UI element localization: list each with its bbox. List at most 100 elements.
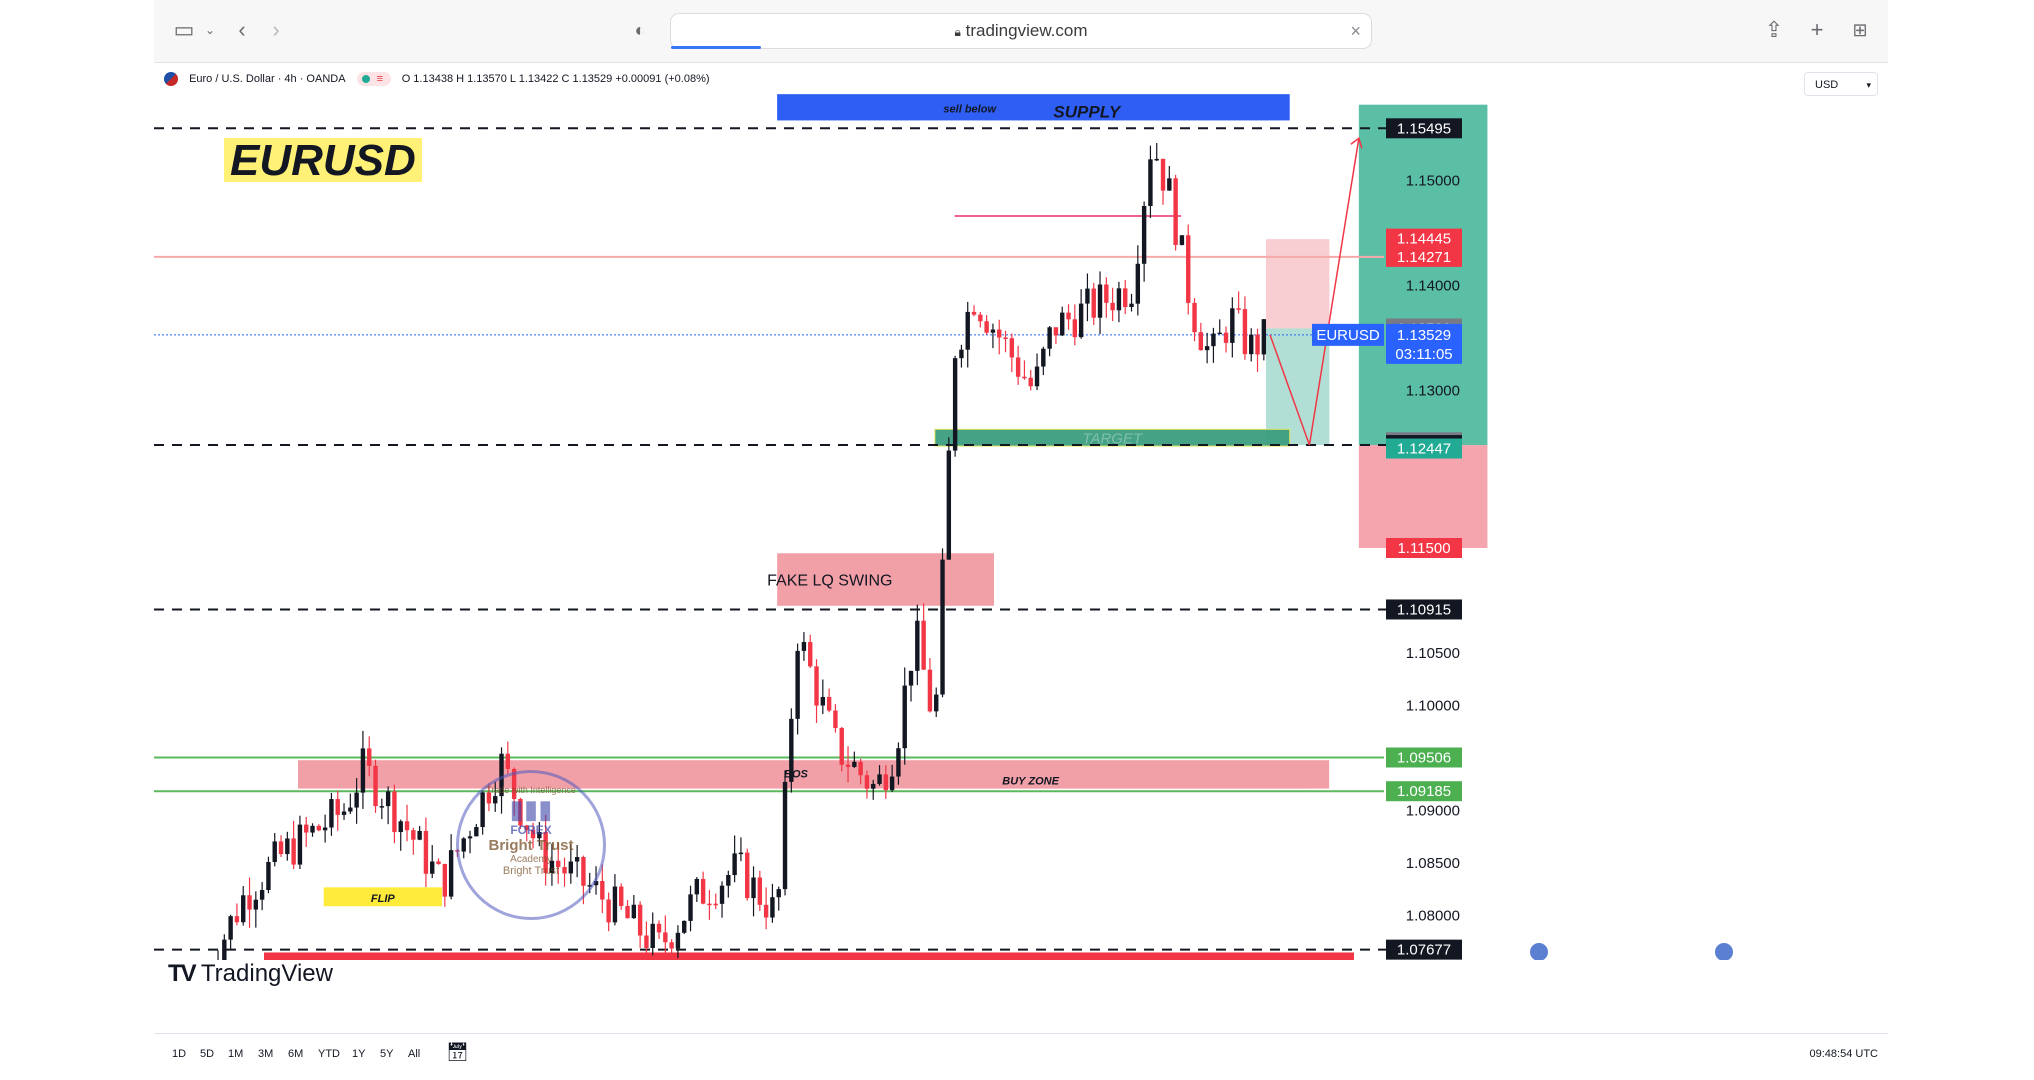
candle[interactable] — [946, 437, 952, 560]
candle[interactable] — [385, 786, 391, 825]
date-range-icon[interactable]: 📅︎ — [446, 1042, 469, 1062]
candle[interactable] — [379, 798, 385, 820]
candle[interactable] — [329, 792, 334, 836]
candle[interactable] — [1078, 289, 1084, 339]
candle[interactable] — [1066, 304, 1071, 330]
candle[interactable] — [1097, 271, 1103, 335]
price-tag[interactable] — [1386, 599, 1462, 620]
timeframe-1m[interactable]: 1M — [228, 1048, 244, 1060]
candle[interactable] — [1230, 297, 1235, 358]
candle[interactable] — [505, 741, 511, 775]
candle[interactable] — [1041, 346, 1046, 376]
candle[interactable] — [952, 355, 958, 457]
share-icon[interactable]: ⇪ — [1764, 17, 1784, 42]
currency-select[interactable]: USD ▾ — [1804, 72, 1878, 96]
candle[interactable] — [1160, 158, 1166, 205]
candle[interactable] — [1028, 369, 1033, 391]
candle[interactable] — [341, 803, 347, 820]
candle[interactable] — [1236, 291, 1241, 314]
candle[interactable] — [871, 779, 876, 800]
candle[interactable] — [921, 603, 926, 671]
candle[interactable] — [971, 305, 977, 317]
price-tag[interactable] — [1386, 228, 1462, 249]
economic-event-icon[interactable] — [1713, 941, 1735, 960]
candle[interactable] — [902, 667, 907, 765]
forward-icon[interactable]: › — [272, 17, 280, 42]
new-tab-icon[interactable]: + — [1810, 17, 1824, 42]
candle[interactable] — [1022, 360, 1027, 380]
sidebar-toggle-icon[interactable]: ▭ — [173, 17, 195, 42]
candle[interactable] — [241, 886, 246, 926]
price-tag[interactable] — [1386, 939, 1462, 960]
price-tag[interactable] — [1386, 781, 1462, 802]
candle[interactable] — [675, 925, 681, 959]
candle[interactable] — [1129, 293, 1134, 312]
zone-target[interactable] — [934, 428, 1291, 447]
candle[interactable] — [1091, 282, 1096, 326]
candle[interactable] — [700, 871, 706, 905]
candle[interactable] — [354, 778, 359, 824]
utc-clock[interactable]: 09:48:54 UTC — [1809, 1048, 1878, 1060]
candle[interactable] — [625, 900, 630, 919]
candle[interactable] — [247, 877, 252, 928]
candle[interactable] — [1123, 279, 1128, 315]
candle[interactable] — [1053, 327, 1059, 344]
candle[interactable] — [1211, 327, 1216, 363]
zone-buy-zone[interactable] — [915, 770, 1310, 789]
long-position-target-zone[interactable] — [1358, 104, 1488, 446]
privacy-shield-icon[interactable]: ◐ — [634, 20, 646, 40]
candle[interactable] — [1110, 287, 1115, 322]
timeframe-all[interactable]: All — [408, 1048, 421, 1060]
candle[interactable] — [959, 344, 964, 368]
candle[interactable] — [259, 882, 265, 911]
candle[interactable] — [814, 659, 819, 723]
candle[interactable] — [266, 856, 271, 894]
candle[interactable] — [789, 708, 794, 793]
candle[interactable] — [858, 758, 863, 785]
candle[interactable] — [1003, 330, 1008, 353]
candle[interactable] — [417, 825, 422, 841]
candle[interactable] — [965, 301, 970, 368]
candle[interactable] — [222, 934, 227, 960]
candle[interactable] — [1015, 345, 1021, 385]
tab-overview-icon[interactable]: ⊞ — [1852, 20, 1868, 40]
timeframe-6m[interactable]: 6M — [288, 1048, 304, 1060]
candle[interactable] — [291, 820, 296, 870]
candle[interactable] — [883, 765, 889, 799]
candle[interactable] — [782, 770, 788, 896]
candle[interactable] — [820, 679, 826, 715]
zone-buying-zone[interactable] — [264, 952, 1354, 960]
address-bar[interactable]: 🔒︎ tradingview.com × — [670, 13, 1372, 49]
candle[interactable] — [839, 727, 844, 772]
zone-sell-below[interactable] — [777, 94, 1290, 121]
candle[interactable] — [763, 887, 769, 930]
chevron-down-icon[interactable]: ⌄ — [204, 23, 216, 37]
candle[interactable] — [348, 793, 353, 815]
candle[interactable] — [216, 950, 220, 960]
price-tag[interactable] — [1386, 246, 1462, 267]
symbol-name[interactable]: Euro / U.S. Dollar · 4h · OANDA — [189, 72, 346, 85]
candle[interactable] — [1186, 224, 1191, 315]
candle[interactable] — [1204, 332, 1210, 364]
candle[interactable] — [1047, 326, 1052, 357]
long-position-stop-zone[interactable] — [1358, 445, 1488, 549]
candle[interactable] — [776, 886, 781, 911]
candle[interactable] — [656, 920, 662, 939]
price-tag[interactable] — [1386, 118, 1462, 139]
candle[interactable] — [1217, 319, 1222, 335]
timeframe-ytd[interactable]: YTD — [318, 1048, 340, 1060]
candle[interactable] — [845, 746, 851, 783]
candle[interactable] — [1198, 322, 1204, 351]
candle[interactable] — [1167, 165, 1172, 191]
candle[interactable] — [1242, 296, 1248, 360]
candle[interactable] — [619, 883, 624, 910]
candle[interactable] — [392, 784, 397, 844]
candle[interactable] — [889, 764, 895, 793]
candle[interactable] — [373, 759, 378, 813]
timeframe-5y[interactable]: 5Y — [380, 1048, 394, 1060]
candle[interactable] — [1009, 333, 1015, 373]
zone-fake-lq-swing[interactable] — [777, 553, 994, 606]
candle[interactable] — [896, 742, 901, 785]
candle[interactable] — [1072, 304, 1078, 346]
candle[interactable] — [877, 765, 882, 786]
